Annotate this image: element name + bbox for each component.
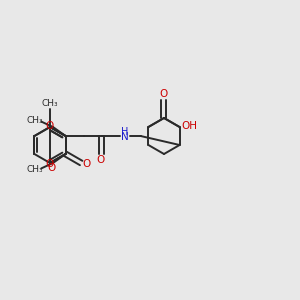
Text: O: O (47, 163, 55, 173)
Text: CH₃: CH₃ (27, 116, 44, 125)
Text: O: O (97, 155, 105, 165)
Text: CH₃: CH₃ (27, 165, 44, 174)
Text: O: O (160, 89, 168, 99)
Text: CH₃: CH₃ (42, 98, 58, 107)
Text: O: O (46, 159, 54, 169)
Text: H: H (121, 127, 128, 137)
Text: O: O (46, 121, 54, 131)
Text: O: O (82, 159, 90, 169)
Text: OH: OH (182, 121, 198, 131)
Text: N: N (121, 132, 128, 142)
